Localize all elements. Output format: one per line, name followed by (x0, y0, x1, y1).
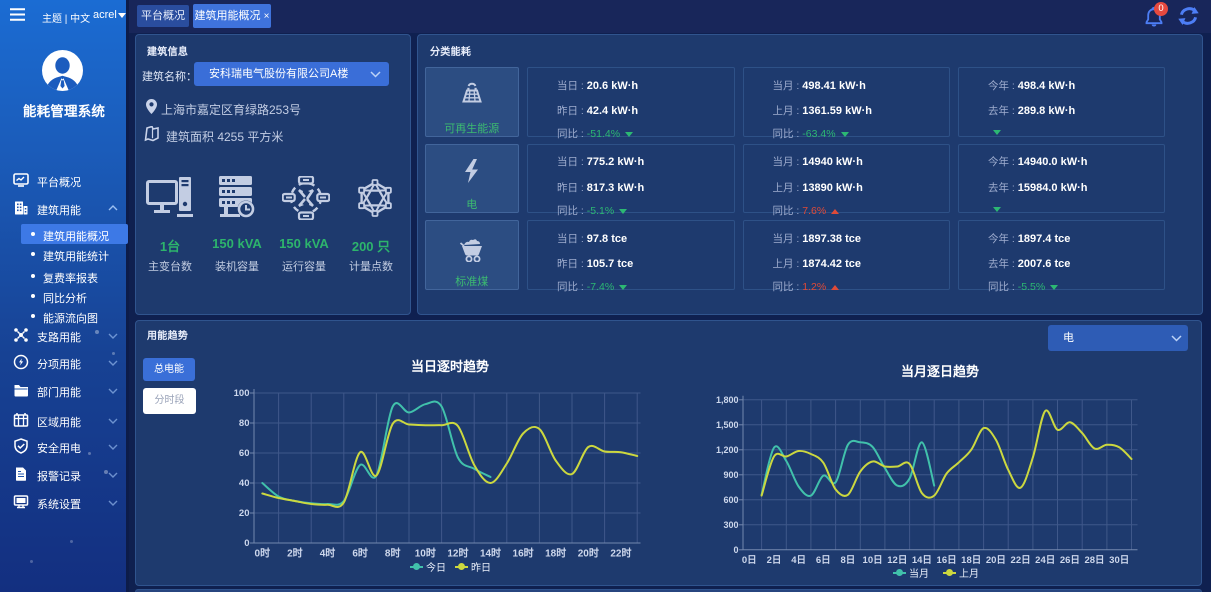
svg-text:20日: 20日 (986, 555, 1006, 566)
svg-text:600: 600 (723, 495, 738, 505)
svg-text:16日: 16日 (937, 555, 957, 566)
svg-text:8日: 8日 (841, 555, 856, 566)
svg-text:22日: 22日 (1011, 555, 1031, 566)
svg-text:1,800: 1,800 (716, 395, 739, 405)
svg-text:18时: 18时 (545, 547, 566, 560)
svg-text:100: 100 (234, 388, 250, 399)
svg-text:60: 60 (239, 448, 250, 459)
svg-text:40: 40 (239, 478, 250, 489)
svg-text:30日: 30日 (1109, 555, 1129, 566)
svg-text:22时: 22时 (610, 547, 631, 560)
svg-text:6日: 6日 (816, 555, 831, 566)
svg-text:26日: 26日 (1060, 555, 1080, 566)
svg-text:0时: 0时 (255, 547, 271, 560)
svg-text:300: 300 (723, 520, 738, 530)
svg-text:18日: 18日 (961, 555, 981, 566)
svg-text:1,500: 1,500 (716, 420, 739, 430)
svg-text:10时: 10时 (415, 547, 436, 560)
svg-text:4日: 4日 (791, 555, 806, 566)
svg-text:14日: 14日 (912, 555, 932, 566)
svg-text:12时: 12时 (447, 547, 468, 560)
svg-text:80: 80 (239, 418, 250, 429)
svg-text:12日: 12日 (887, 555, 907, 566)
svg-text:8时: 8时 (385, 547, 401, 560)
svg-text:0: 0 (244, 538, 249, 549)
svg-text:0日: 0日 (742, 555, 757, 566)
svg-text:20: 20 (239, 508, 250, 519)
svg-text:16时: 16时 (513, 547, 534, 560)
svg-text:10日: 10日 (863, 555, 883, 566)
svg-text:24日: 24日 (1035, 555, 1055, 566)
svg-text:6时: 6时 (352, 547, 368, 560)
svg-text:1,200: 1,200 (716, 445, 739, 455)
svg-text:14时: 14时 (480, 547, 501, 560)
svg-text:0: 0 (733, 545, 738, 555)
svg-text:28日: 28日 (1084, 555, 1104, 566)
svg-text:900: 900 (723, 470, 738, 480)
svg-text:2日: 2日 (767, 555, 782, 566)
svg-text:2时: 2时 (287, 547, 303, 560)
svg-text:4时: 4时 (320, 547, 336, 560)
svg-text:20时: 20时 (578, 547, 599, 560)
